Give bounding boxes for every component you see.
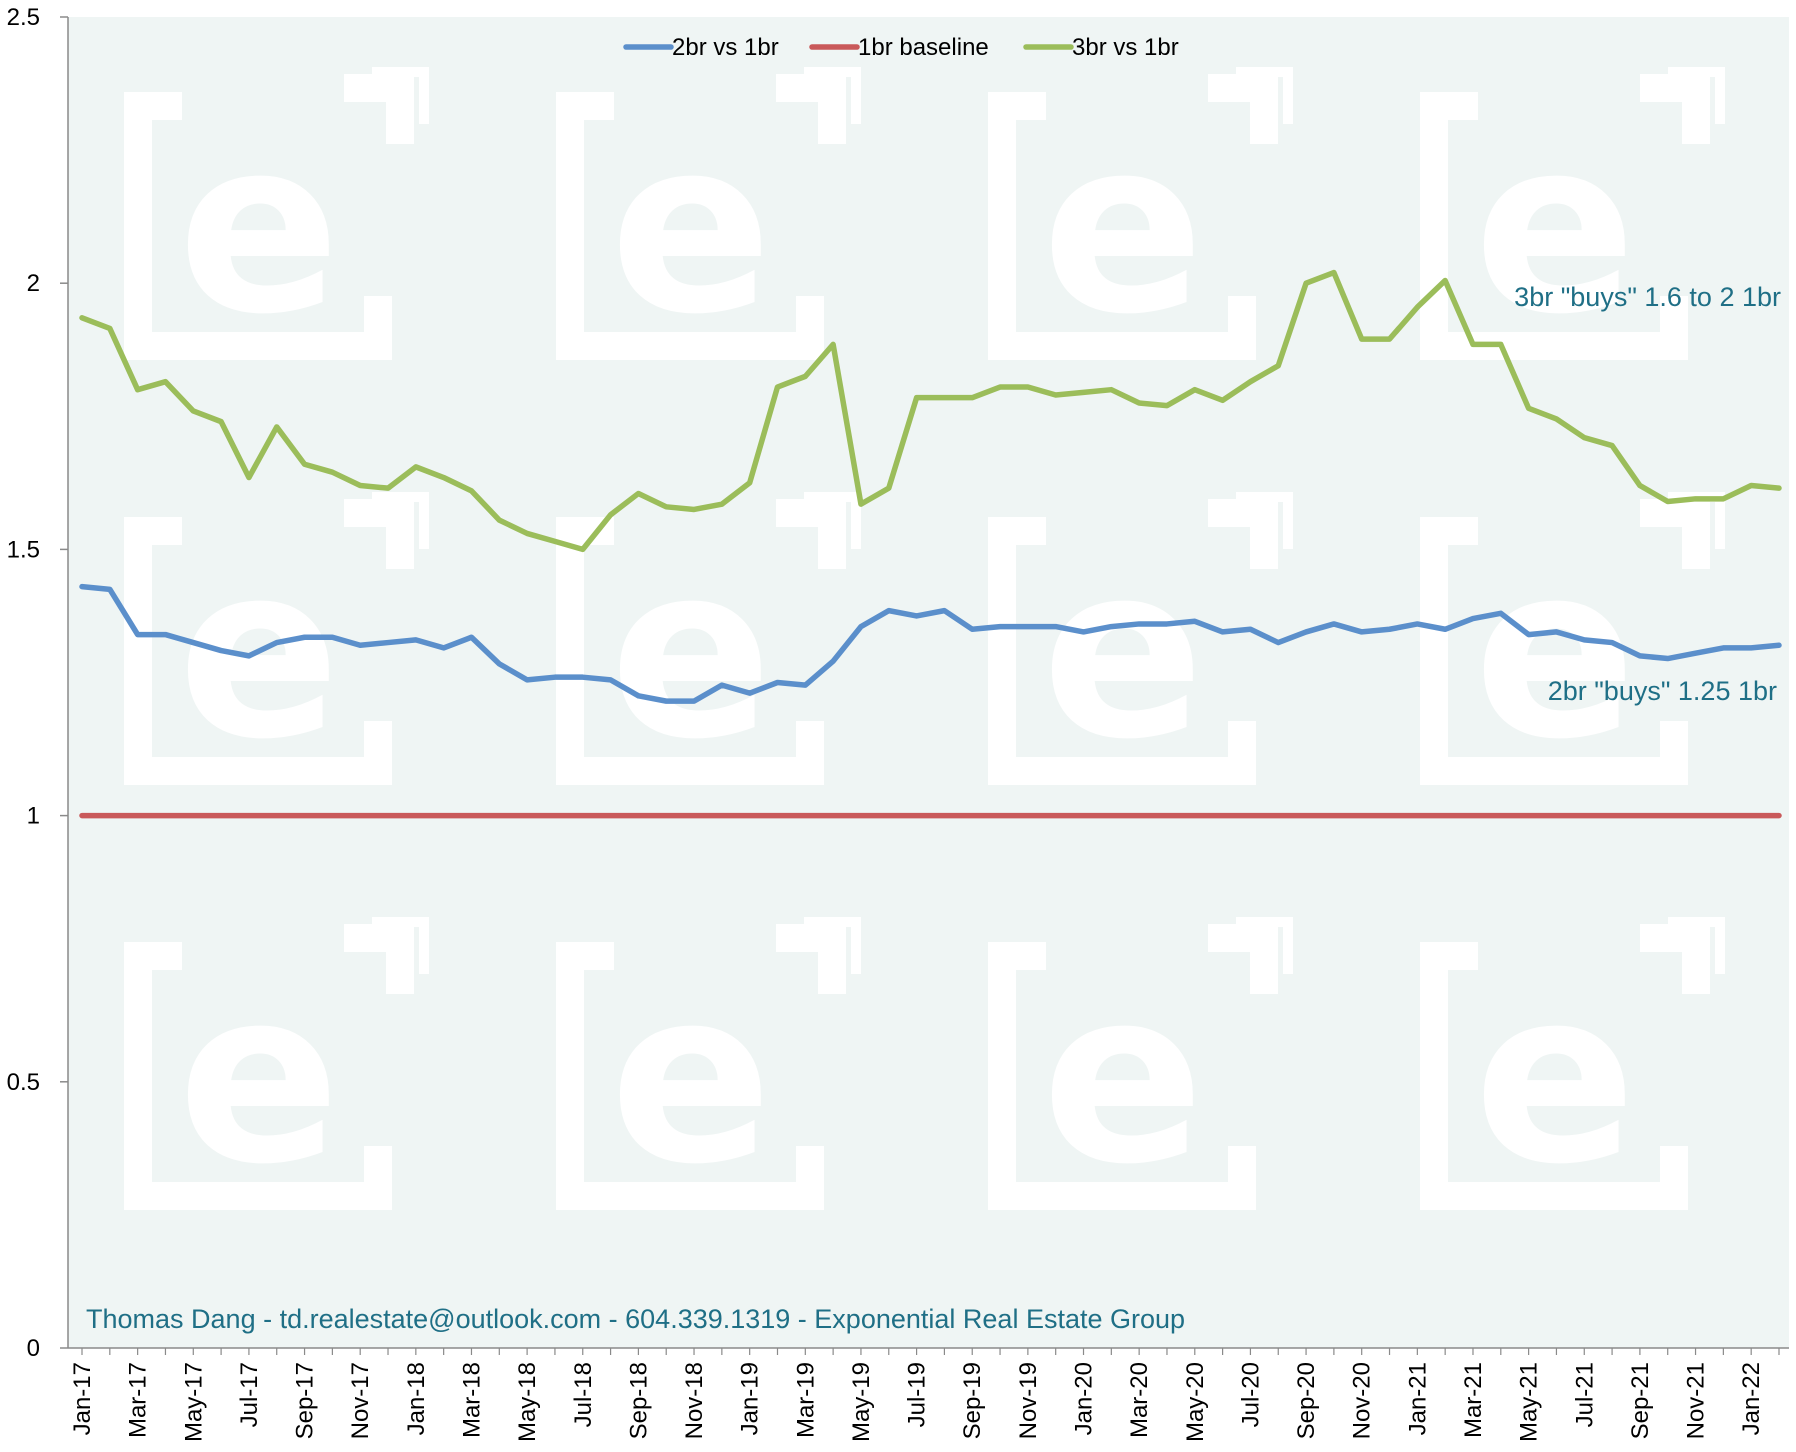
y-tick-label: 1 <box>27 803 40 830</box>
x-tick-label: Sep-17 <box>292 1362 319 1439</box>
x-tick-label: May-17 <box>180 1362 207 1442</box>
svg-text:e: e <box>1474 87 1637 367</box>
svg-text:e: e <box>1042 937 1205 1217</box>
watermark-logo-icon: e <box>556 67 861 367</box>
svg-text:e: e <box>610 937 773 1217</box>
x-tick-label: Sep-21 <box>1627 1362 1654 1439</box>
svg-text:e: e <box>1042 512 1205 792</box>
watermark-logo-icon: e <box>556 917 861 1217</box>
x-tick-label: Mar-19 <box>792 1362 819 1438</box>
annotation-3br: 3br "buys" 1.6 to 2 1br <box>1514 282 1781 312</box>
svg-text:e: e <box>1474 937 1637 1217</box>
x-tick-label: Sep-20 <box>1293 1362 1320 1439</box>
legend-item-3br[interactable]: 3br vs 1br <box>1023 34 1179 61</box>
legend-label: 3br vs 1br <box>1072 34 1179 61</box>
x-tick-label: Nov-17 <box>347 1362 374 1439</box>
legend-label: 2br vs 1br <box>672 34 779 61</box>
x-tick-label: May-20 <box>1182 1362 1209 1442</box>
x-tick-label: Mar-18 <box>458 1362 485 1438</box>
x-tick-label: Mar-21 <box>1460 1362 1487 1438</box>
x-tick-label: Nov-18 <box>681 1362 708 1439</box>
x-tick-label: May-21 <box>1516 1362 1543 1442</box>
x-tick-label: Nov-21 <box>1683 1362 1710 1439</box>
watermark-logo-icon: e <box>1420 67 1725 367</box>
plot-area <box>68 17 1789 1348</box>
x-tick-label: Jul-18 <box>570 1362 597 1427</box>
x-tick-label: Jan-21 <box>1404 1362 1431 1435</box>
watermark-logo-icon: e <box>124 492 429 792</box>
x-tick-label: Jul-20 <box>1237 1362 1264 1427</box>
y-tick-label: 2.5 <box>7 4 40 31</box>
x-tick-label: Jan-18 <box>403 1362 430 1435</box>
y-tick-label: 1.5 <box>7 536 40 563</box>
watermark-logo-icon: e <box>988 917 1293 1217</box>
series-layer <box>79 269 1782 819</box>
series-3br-vs-1br-line <box>79 269 1782 553</box>
y-tick-label: 0 <box>27 1335 40 1362</box>
x-tick-label: Sep-18 <box>625 1362 652 1439</box>
svg-text:e: e <box>610 512 773 792</box>
watermark-logo-icon: e <box>988 492 1293 792</box>
x-tick-label: May-19 <box>848 1362 875 1442</box>
legend[interactable]: 2br vs 1br 1br baseline 3br vs 1br <box>623 34 1179 61</box>
legend-label: 1br baseline <box>858 34 989 61</box>
x-tick-label: Jan-19 <box>737 1362 764 1435</box>
x-tick-label: Jan-20 <box>1071 1362 1098 1435</box>
x-tick-label: Mar-17 <box>125 1362 152 1438</box>
x-tick-label: Jan-17 <box>69 1362 96 1435</box>
x-tick-label: Jul-19 <box>904 1362 931 1427</box>
y-tick-label: 2 <box>27 270 40 297</box>
watermark-logo-icon: e <box>124 917 429 1217</box>
x-tick-label: Jan-22 <box>1738 1362 1765 1435</box>
svg-text:e: e <box>610 87 773 367</box>
x-tick-label: Jul-21 <box>1571 1362 1598 1427</box>
x-tick-label: May-18 <box>514 1362 541 1442</box>
legend-item-2br[interactable]: 2br vs 1br <box>623 34 779 61</box>
watermark-logo-icon: e <box>556 492 861 792</box>
watermark-layer: e e e ee e e ee e e e <box>124 67 1725 1217</box>
x-tick-label: Nov-20 <box>1349 1362 1376 1439</box>
x-tick-label: Mar-20 <box>1126 1362 1153 1438</box>
svg-text:e: e <box>1042 87 1205 367</box>
x-tick-label: Jul-17 <box>236 1362 263 1427</box>
watermark-logo-icon: e <box>988 67 1293 367</box>
axes: 0 0.5 1 1.5 2 2.5 Jan-17 Mar-17 May-17 Jul-17 Sep-… <box>7 4 1789 1442</box>
series-2br-vs-1br-line <box>79 583 1782 704</box>
x-tick-label: Nov-19 <box>1015 1362 1042 1439</box>
credit-line: Thomas Dang - td.realestate@outlook.com … <box>86 1304 1185 1334</box>
legend-item-1br-baseline[interactable]: 1br baseline <box>809 34 989 61</box>
svg-text:e: e <box>178 937 341 1217</box>
annotation-2br: 2br "buys" 1.25 1br <box>1548 676 1777 706</box>
watermark-logo-icon: e <box>1420 492 1725 792</box>
x-tick-label: Sep-19 <box>959 1362 986 1439</box>
watermark-logo-icon: e <box>1420 917 1725 1217</box>
svg-text:e: e <box>178 87 341 367</box>
y-tick-label: 0.5 <box>7 1069 40 1096</box>
svg-text:e: e <box>1474 512 1637 792</box>
watermark-logo-icon: e <box>124 67 429 367</box>
